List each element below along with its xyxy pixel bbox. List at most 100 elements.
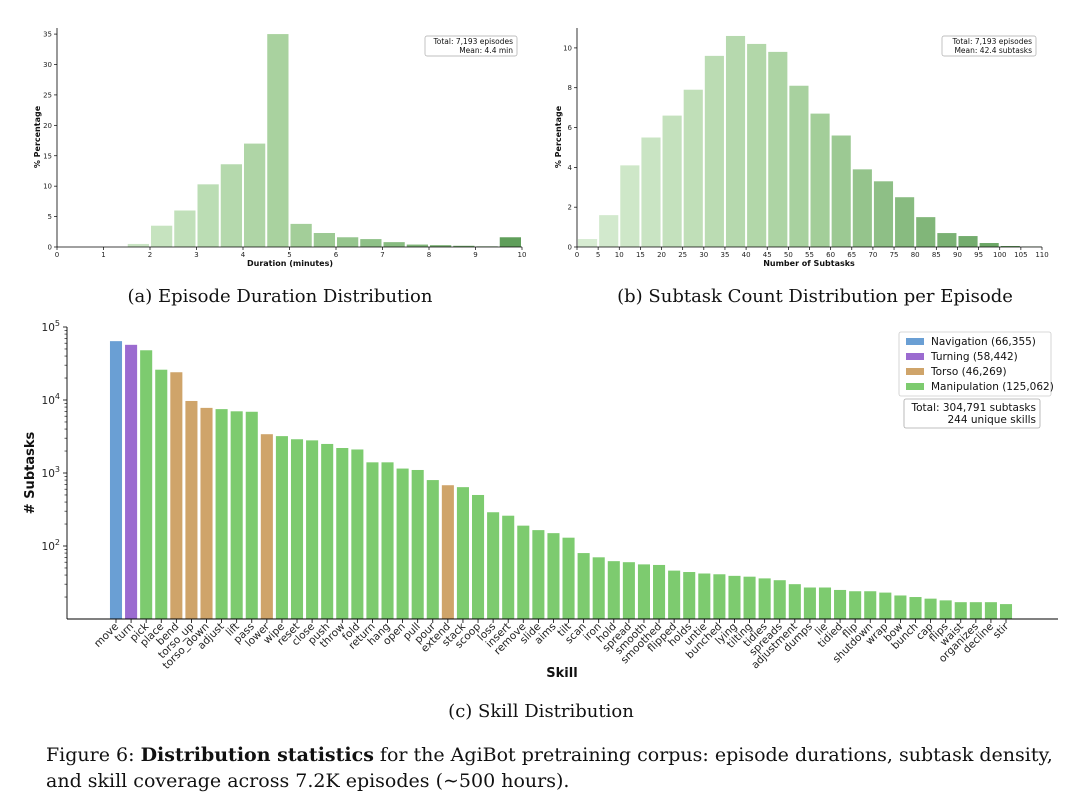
y-tick-label: 104 — [42, 392, 60, 407]
stats-mean: Mean: 4.4 min — [459, 46, 513, 55]
bar — [109, 341, 123, 619]
bar — [502, 515, 515, 619]
bar — [713, 574, 726, 619]
y-tick-label: 20 — [43, 122, 52, 130]
bar — [683, 572, 696, 619]
x-tick-label: 5 — [596, 251, 600, 259]
bar — [768, 51, 788, 248]
bar — [849, 591, 862, 619]
y-tick-label: 10 — [43, 183, 52, 191]
x-tick-label: 15 — [636, 251, 645, 259]
y-axis-label: # Subtasks — [23, 432, 38, 515]
x-tick-label: 60 — [826, 251, 835, 259]
bar — [924, 598, 937, 619]
bar — [683, 89, 703, 247]
bar — [954, 602, 967, 619]
bar — [578, 239, 598, 247]
legend-label: Navigation (66,355) — [931, 336, 1036, 348]
x-tick-label: 40 — [742, 251, 751, 259]
bar — [653, 564, 666, 619]
x-tick-label: 75 — [890, 251, 899, 259]
x-tick-label: 9 — [473, 251, 477, 259]
x-tick-label: 1 — [101, 251, 105, 259]
bar — [230, 411, 243, 619]
bar — [958, 236, 978, 247]
bar — [562, 537, 575, 619]
bar — [834, 589, 847, 619]
bar — [170, 372, 183, 619]
bar — [864, 591, 877, 619]
bar — [895, 197, 915, 247]
legend-swatch — [906, 338, 924, 345]
bar — [532, 530, 545, 619]
x-tick-label: 25 — [678, 251, 687, 259]
bar — [396, 468, 409, 619]
x-tick-label: 85 — [932, 251, 941, 259]
bar — [290, 439, 304, 619]
bar — [313, 233, 335, 247]
y-tick-label: 4 — [568, 164, 573, 172]
bar — [215, 409, 228, 619]
bar — [185, 400, 198, 619]
x-tick-label: 55 — [805, 251, 814, 259]
bar — [879, 592, 892, 619]
bar — [441, 485, 454, 619]
bar — [789, 85, 809, 248]
bar — [916, 217, 936, 247]
bar — [360, 239, 382, 247]
bar — [517, 525, 530, 619]
x-axis-label: Duration (minutes) — [247, 259, 333, 268]
bar — [151, 225, 173, 247]
bar — [725, 35, 746, 247]
stats-mean: Mean: 42.4 subtasks — [954, 46, 1032, 55]
x-tick-label: 35 — [720, 251, 729, 259]
bar — [592, 557, 605, 619]
bar — [383, 242, 405, 247]
bar — [472, 494, 485, 619]
y-tick-label: 30 — [43, 61, 52, 69]
bar — [984, 602, 997, 619]
bar — [200, 407, 213, 619]
stats-box — [424, 35, 518, 57]
legend-swatch — [906, 368, 924, 375]
x-tick-label: 0 — [575, 251, 579, 259]
x-axis-label: Number of Subtasks — [763, 259, 855, 268]
bar — [351, 449, 364, 619]
bar — [499, 237, 521, 247]
bar — [290, 223, 312, 247]
x-tick-label: 100 — [993, 251, 1006, 259]
bar — [125, 344, 138, 619]
caption-rest: for the AgiBot pretraining corpus: episo… — [46, 744, 1053, 792]
bar — [743, 576, 756, 619]
bar — [728, 575, 741, 619]
caption-bold: Distribution statistics — [140, 744, 374, 766]
legend-swatch — [906, 353, 924, 360]
x-tick-label: 90 — [953, 251, 962, 259]
bar — [267, 34, 289, 248]
bar — [831, 135, 851, 247]
y-tick-label: 2 — [568, 204, 572, 212]
bar — [599, 215, 619, 247]
legend-label: Turning (58,442) — [930, 351, 1018, 363]
x-tick-label: 65 — [847, 251, 856, 259]
bar — [220, 164, 242, 247]
bar — [969, 602, 982, 619]
bar — [155, 369, 168, 619]
y-tick-label: 105 — [42, 319, 60, 334]
x-tick-label: 50 — [784, 251, 793, 259]
bar — [174, 210, 196, 247]
bar — [577, 553, 590, 619]
y-axis-label: % Percentage — [33, 105, 42, 168]
bar — [127, 243, 149, 247]
bar — [244, 143, 266, 247]
bar — [873, 181, 894, 247]
bar — [747, 43, 767, 247]
bar — [704, 55, 724, 247]
bar — [453, 245, 475, 247]
x-tick-label: 70 — [868, 251, 877, 259]
bar — [411, 469, 424, 619]
x-axis-label: Skill — [546, 666, 577, 681]
y-tick-label: 6 — [568, 124, 573, 132]
bar — [406, 244, 428, 247]
